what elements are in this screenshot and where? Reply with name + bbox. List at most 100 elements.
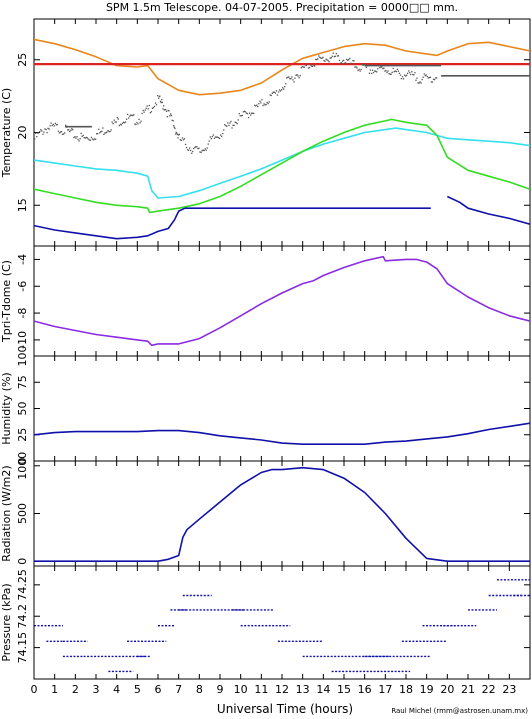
temperature-point: [200, 151, 202, 154]
temperature-point: [170, 113, 172, 115]
temperature-point: [267, 102, 269, 105]
temperature-point: [262, 104, 264, 107]
temperature-point: [263, 103, 265, 105]
temperature-point: [184, 143, 187, 146]
temperature-series-blue-line: [34, 207, 186, 240]
temperature-point: [358, 68, 360, 71]
temperature-point: [148, 104, 150, 107]
x-tick-label: 11: [254, 683, 268, 696]
temperature-point: [149, 112, 151, 114]
temperature-point: [160, 101, 162, 104]
temperature-point: [396, 68, 398, 70]
temperature-point: [91, 138, 94, 140]
temperature-point: [291, 76, 293, 78]
temperature-point: [227, 122, 229, 124]
temperature-point: [254, 104, 256, 106]
temperature-point: [47, 127, 49, 129]
temperature-point: [87, 138, 89, 140]
temperature-point: [260, 102, 262, 104]
temperature-point: [251, 112, 253, 114]
temperature-point: [224, 124, 226, 126]
temperature-point: [369, 69, 372, 71]
temperature-point: [69, 130, 71, 133]
temperature-point: [136, 121, 138, 124]
temperature-point: [52, 123, 54, 125]
temperature-point: [234, 121, 236, 123]
humidity-ytick-label: 100: [16, 346, 29, 367]
temperature-point: [316, 58, 318, 61]
temperature-frame: [33, 18, 531, 247]
temperature-point: [429, 76, 432, 78]
temperature-point: [159, 100, 162, 102]
temperature-point: [166, 116, 168, 118]
temperature-point: [150, 111, 153, 113]
temperature-point: [61, 133, 64, 136]
temperature-point: [276, 94, 279, 96]
temperature-point: [415, 79, 417, 81]
temperature-point: [398, 72, 401, 74]
tpri-tdome-ytick-label: -8: [16, 308, 29, 319]
temperature-point: [253, 112, 255, 115]
temperature-point: [243, 110, 246, 112]
temperature-point: [178, 134, 180, 136]
temperature-point: [171, 119, 173, 121]
temperature-point: [323, 59, 325, 62]
temperature-point: [313, 64, 315, 66]
temperature-point: [273, 91, 275, 93]
temperature-point: [37, 132, 39, 134]
temperature-point: [214, 136, 217, 138]
tpri-tdome-frame: [33, 245, 531, 357]
humidity-ytick-label: 25: [16, 428, 29, 442]
temperature-point: [284, 86, 286, 88]
temperature-point: [360, 68, 362, 71]
temperature-point: [74, 136, 76, 138]
temperature-ytick-label: 15: [16, 198, 29, 212]
temperature-point: [302, 66, 304, 68]
radiation-ytick-label: 0: [16, 558, 29, 565]
temperature-point: [281, 89, 283, 91]
temperature-point: [95, 138, 97, 140]
temperature-point: [237, 119, 239, 121]
temperature-point: [225, 124, 227, 127]
temperature-point: [208, 140, 210, 142]
x-tick-label: 20: [440, 683, 454, 696]
temperature-point: [307, 67, 310, 69]
temperature-point: [242, 111, 244, 113]
temperature-point: [73, 136, 75, 139]
temperature-point: [397, 70, 399, 72]
temperature-point: [264, 104, 266, 106]
humidity-series-group: [34, 422, 530, 445]
temperature-point: [303, 66, 305, 68]
temperature-point: [213, 137, 216, 139]
temperature-point: [417, 82, 419, 84]
temperature-point: [38, 132, 40, 134]
x-tick-label: 19: [420, 683, 434, 696]
temperature-point: [279, 90, 282, 92]
x-tick-label: 13: [296, 683, 310, 696]
temperature-point: [391, 71, 393, 73]
temperature-point: [67, 129, 69, 131]
temperature-point: [386, 71, 388, 74]
temperature-point: [350, 62, 352, 64]
temperature-point: [35, 132, 37, 134]
temperature-point: [421, 78, 423, 81]
temperature-point: [326, 59, 328, 61]
x-tick-label: 23: [502, 683, 516, 696]
temperature-point: [433, 79, 436, 81]
temperature-point: [361, 63, 363, 66]
temperature-point: [403, 74, 406, 76]
humidity-ytick-label: 0: [16, 458, 29, 465]
x-tick-label: 10: [234, 683, 248, 696]
temperature-point: [343, 59, 345, 61]
temperature-point: [147, 108, 149, 110]
temperature-ytick-label: 20: [16, 126, 29, 140]
temperature-point: [271, 92, 273, 94]
tpri-tdome-ytick-label: -4: [16, 254, 29, 265]
temperature-point: [413, 74, 415, 76]
humidity-y-axis-label: Humidity (%): [0, 372, 13, 444]
temperature-point: [401, 76, 404, 78]
temperature-point: [89, 139, 92, 141]
temperature-point: [81, 135, 83, 137]
